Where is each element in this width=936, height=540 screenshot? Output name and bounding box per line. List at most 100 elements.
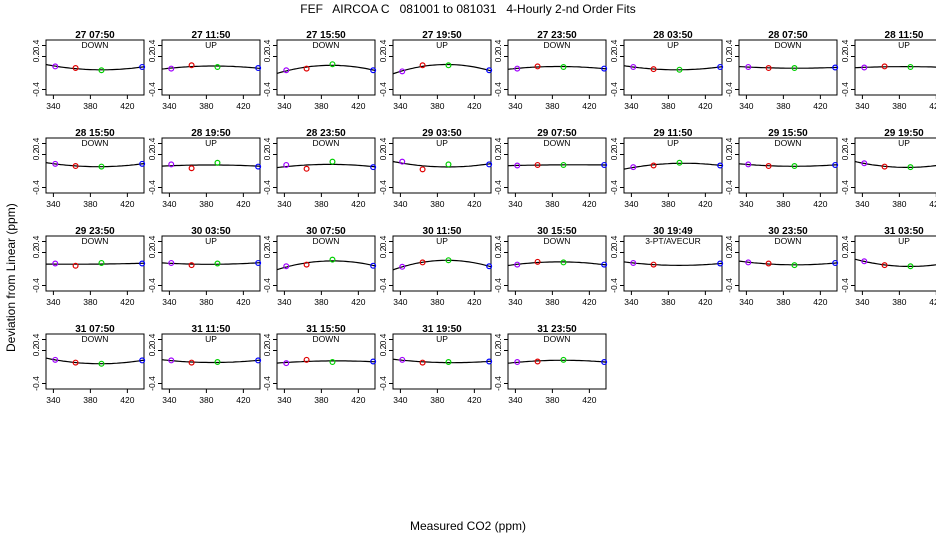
panel-mode: DOWN	[775, 138, 802, 148]
x-tick-label: 340	[277, 395, 291, 405]
y-tick-label: 0.2	[493, 344, 503, 356]
panel-mode: UP	[898, 138, 910, 148]
panel-title: 28 07:50	[768, 30, 808, 41]
standard-point	[717, 63, 724, 70]
x-tick-label: 340	[162, 297, 176, 307]
y-tick-label: 0.2	[147, 246, 157, 258]
standard-point	[255, 259, 262, 266]
x-tick-label: 380	[430, 297, 444, 307]
standard-point	[188, 262, 195, 269]
standard-point	[534, 63, 541, 70]
standard-point	[370, 67, 377, 74]
standard-point	[399, 68, 406, 75]
y-tick-label: -0.4	[724, 180, 734, 195]
panel-title: 29 07:50	[537, 128, 577, 139]
x-tick-label: 340	[162, 101, 176, 111]
panel-mode: UP	[436, 40, 448, 50]
y-tick-label: -0.4	[840, 82, 850, 97]
y-tick-label: 0.2	[262, 148, 272, 160]
standard-point	[717, 260, 724, 267]
fit-curve	[623, 261, 723, 266]
y-tick-label: -0.4	[724, 278, 734, 293]
y-tick-label: 0.2	[378, 344, 388, 356]
x-tick-label: 340	[855, 199, 869, 209]
y-tick-label: -0.4	[493, 278, 503, 293]
standard-point	[745, 161, 752, 168]
standard-point	[329, 61, 336, 68]
panel-title: 28 15:50	[75, 128, 115, 139]
standard-point	[188, 62, 195, 69]
x-tick-label: 420	[120, 395, 134, 405]
x-tick-label: 340	[508, 199, 522, 209]
panel-title: 31 03:50	[884, 226, 924, 237]
x-tick-label: 420	[582, 395, 596, 405]
standard-point	[399, 158, 406, 165]
x-tick-label: 420	[351, 101, 365, 111]
standard-point	[560, 63, 567, 70]
panel-title: 27 23:50	[537, 30, 577, 41]
y-tick-label: -0.4	[609, 82, 619, 97]
y-tick-label: -0.4	[609, 278, 619, 293]
standard-point	[52, 260, 59, 267]
x-tick-label: 420	[236, 297, 250, 307]
standard-point	[791, 163, 798, 170]
x-tick-label: 340	[46, 199, 60, 209]
y-tick-label: -0.4	[378, 180, 388, 195]
standard-point	[98, 259, 105, 266]
y-tick-label: 0.2	[31, 50, 41, 62]
x-tick-label: 380	[776, 101, 790, 111]
y-tick-label: 0.4	[262, 235, 272, 247]
x-tick-label: 380	[83, 395, 97, 405]
fit-curve	[854, 258, 936, 267]
x-tick-label: 380	[314, 101, 328, 111]
panel-mode: UP	[205, 334, 217, 344]
chart-title: FEF AIRCOA C 081001 to 081031 4-Hourly 2…	[300, 2, 636, 16]
standard-point	[139, 63, 146, 70]
panel-mode: UP	[205, 138, 217, 148]
panel-mode: UP	[436, 236, 448, 246]
x-tick-label: 340	[739, 101, 753, 111]
standard-point	[98, 360, 105, 367]
y-tick-label: 0.2	[609, 148, 619, 160]
standard-point	[370, 358, 377, 365]
standard-point	[601, 65, 608, 72]
x-tick-label: 420	[698, 199, 712, 209]
y-tick-label: 0.4	[609, 235, 619, 247]
standard-point	[445, 62, 452, 69]
panel-title: 27 15:50	[306, 30, 346, 41]
y-tick-label: 0.4	[31, 333, 41, 345]
panel-mode: UP	[898, 236, 910, 246]
standard-point	[881, 63, 888, 70]
standard-point	[630, 63, 637, 70]
y-tick-label: 0.4	[31, 137, 41, 149]
standard-point	[283, 263, 290, 270]
standard-point	[370, 164, 377, 171]
fit-curve	[854, 66, 936, 69]
fit-curve	[854, 160, 936, 168]
x-tick-label: 420	[467, 199, 481, 209]
y-tick-label: 0.2	[378, 148, 388, 160]
standard-point	[445, 359, 452, 366]
x-tick-label: 380	[892, 297, 906, 307]
panel-mode: UP	[205, 236, 217, 246]
standard-point	[861, 160, 868, 167]
standard-point	[419, 259, 426, 266]
y-tick-label: -0.4	[840, 180, 850, 195]
x-tick-label: 380	[545, 395, 559, 405]
x-tick-label: 420	[929, 101, 936, 111]
standard-point	[303, 165, 310, 172]
fit-curve	[161, 262, 261, 265]
y-tick-label: 0.2	[262, 344, 272, 356]
standard-point	[52, 63, 59, 70]
panel-mode: DOWN	[313, 236, 340, 246]
standard-point	[370, 262, 377, 269]
